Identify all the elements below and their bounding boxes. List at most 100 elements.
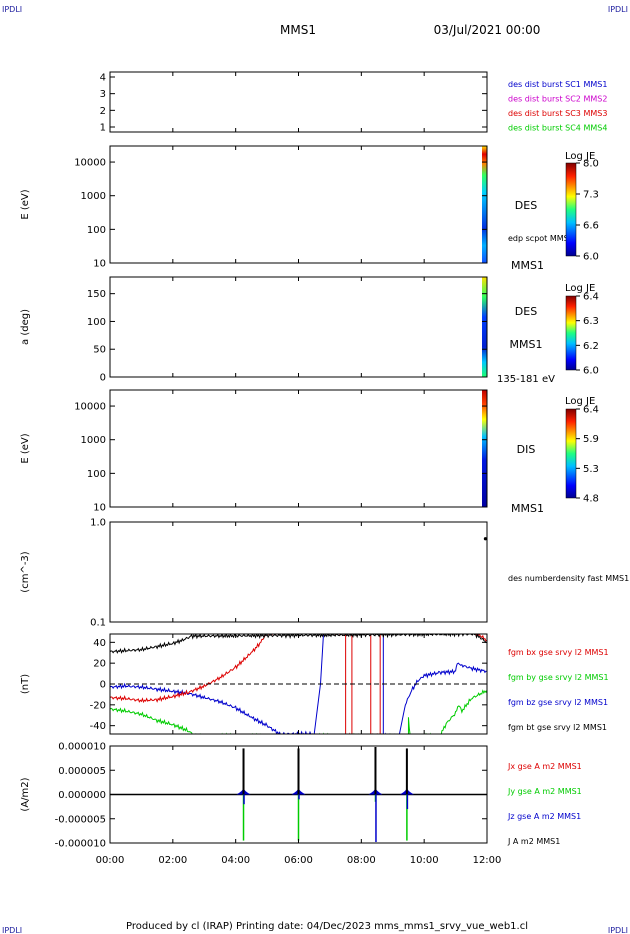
colorbar-tick-label: 6.0 [583,252,599,263]
y-tick-label: 100 [87,225,106,236]
panel-legend: Jx gse A m2 MMS1 Jy gse A m2 MMS1 Jz gse A… [507,762,582,846]
colorbar-ticks: 8.0 7.3 6.6 6.0 [576,159,599,263]
panel-density: 0.1 1.0 (cm^-3) des numberdensity fast MM… [20,518,629,629]
instrument-label: DIS [517,443,536,456]
legend-entry: des dist burst SC3 MMS3 [508,109,607,118]
colorbar-tick-label: 6.6 [583,221,599,232]
colorbar-scale [565,295,577,371]
corner-mark-top-left: IPDLI [2,5,22,14]
panel-series [110,746,487,843]
panel-points [483,537,488,541]
y-axis-label: E (eV) [20,433,31,463]
colorbar-tick-label: 5.9 [583,434,599,445]
series-line [110,634,487,734]
y-tick-label: 10 [93,259,106,270]
panel-legend: des dist burst SC1 MMS1 des dist burst SC… [508,80,607,133]
colorbar-title: Log JE [565,396,595,407]
y-tick-label: 2 [100,106,106,117]
y-tick-label: -0.000010 [55,839,106,850]
panel-frame [109,145,488,264]
y-tick-label: 0 [100,373,106,384]
legend-entry: fgm bx gse srvy l2 MMS1 [508,648,609,657]
legend-entry: des numberdensity fast MMS1 [508,574,629,583]
panel-des-pitch: 0 50 100 150 a (deg) DES MMS1 135-181 eV Lo… [20,276,599,385]
legend-entry: des dist burst SC2 MMS2 [508,95,607,104]
time-tick-label: 00:00 [96,855,125,866]
y-tick-label: 1.0 [90,518,106,529]
panel-dis-energy: 10 100 1000 10000 E (eV) DIS MMS1 Log JE 6.… [20,389,599,515]
colorbar: Log JE 6.4 5.9 5.3 4.8 [565,396,599,505]
legend-entry: fgm by gse srvy l2 MMS1 [508,673,609,682]
panel-current: -0.000010 -0.000005 0.000000 0.000005 0.0000… [20,742,582,850]
colorbar-tick-label: 8.0 [583,159,599,170]
colorbar-tick-label: 6.2 [583,341,599,352]
panel-yticks: 10 100 1000 10000 [74,158,487,270]
y-tick-label: 1000 [81,191,106,202]
y-tick-label: 50 [93,345,106,356]
footer-credit: Produced by cl (IRAP) Printing date: 04/… [126,921,528,932]
overlay-label: edp scpot MMS1 [508,234,574,243]
panel-frame [109,276,488,378]
colorbar-tick-label: 6.3 [583,316,599,327]
colorbar-tick-label: 6.0 [583,366,599,377]
time-tick-label: 04:00 [221,855,250,866]
legend-entry: fgm bt gse srvy l2 MMS1 [508,723,607,732]
colorbar-scale [565,408,577,499]
y-tick-label: 10 [93,503,106,514]
y-axis-label: (nT) [20,674,31,694]
y-axis-label: E (eV) [20,189,31,219]
legend-entry: Jy gse A m2 MMS1 [507,787,582,796]
panel-fgm: -40 -20 0 20 40 (nT) fgm bx gse srvy l2 MMS1… [20,633,609,735]
time-tick-label: 08:00 [347,855,376,866]
y-tick-label: 0.000000 [58,790,106,801]
legend-entry: fgm bz gse srvy l2 MMS1 [508,698,608,707]
y-tick-label: 1000 [81,435,106,446]
panel-frame [109,71,488,133]
time-tick-label: 06:00 [284,855,313,866]
y-tick-label: 150 [87,289,106,300]
colorbar-tick-label: 5.3 [583,464,599,475]
y-tick-label: 10000 [74,402,106,413]
spacecraft-label: MMS1 [510,338,543,351]
spacecraft-label: MMS1 [511,259,544,272]
y-axis-label: a (deg) [20,309,31,345]
corner-mark-bottom-left: IPDLI [2,926,22,934]
y-axis-label: (cm^-3) [20,551,31,592]
y-tick-label: 3 [100,89,106,100]
colorbar-title: Log JE [565,283,595,294]
y-tick-label: 0.000010 [58,742,106,753]
colorbar-title: Log JE [565,151,595,162]
panel-yticks: -40 -20 0 20 40 [90,638,487,732]
panel-frame [109,521,488,623]
spectrogram-strip [482,277,487,377]
colorbar-scale [565,162,577,257]
corner-mark-bottom-right: IPDLI [608,926,628,934]
spacecraft-title: MMS1 [280,23,316,37]
corner-mark-top-right: IPDLI [608,5,628,14]
panel-des-energy: 10 100 1000 10000 E (eV) DES edp scpot MMS1… [20,145,599,272]
time-tick-label: 12:00 [473,855,502,866]
legend-entry: Jx gse A m2 MMS1 [507,762,582,771]
y-tick-label: 100 [87,317,106,328]
y-tick-label: 100 [87,469,106,480]
legend-entry: des dist burst SC1 MMS1 [508,80,607,89]
panel-yticks: 10 100 1000 10000 [74,402,487,514]
y-tick-label: -20 [90,700,106,711]
colorbar-tick-label: 6.4 [583,405,599,416]
legend-entry: des dist burst SC4 MMS4 [508,124,607,133]
series-line [110,634,487,734]
instrument-label: DES [515,305,537,318]
panel-yticks: 0.1 1.0 [90,518,487,629]
colorbar-tick-label: 7.3 [583,190,599,201]
y-tick-label: -0.000005 [55,814,106,825]
y-tick-label: 10000 [74,158,106,169]
spacecraft-label: MMS1 [511,502,544,515]
legend-entry: Jz gse A m2 MMS1 [507,812,581,821]
spectrogram-strip [482,390,487,507]
plot-datetime: 03/Jul/2021 00:00 [434,23,541,37]
colorbar-ticks: 6.4 5.9 5.3 4.8 [576,405,599,505]
y-tick-label: 20 [93,659,106,670]
y-tick-label: -40 [90,721,106,732]
y-tick-label: 40 [93,638,106,649]
